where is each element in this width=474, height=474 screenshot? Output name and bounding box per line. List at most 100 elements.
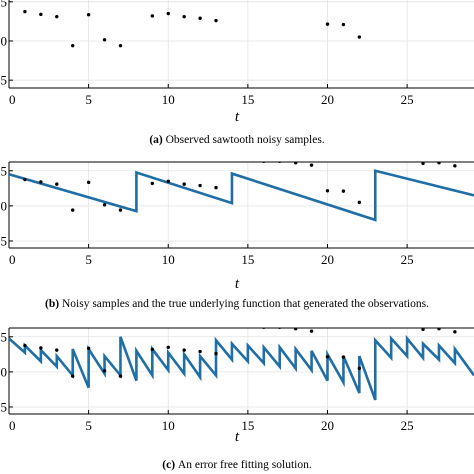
sample-point [262, 162, 266, 163]
sample-point [70, 43, 75, 48]
sample-point [293, 328, 298, 331]
sample-point [309, 163, 314, 167]
y-tick-label: 5 [1, 329, 8, 344]
sample-point [374, 321, 377, 324]
figure-caption: (a) Observed sawtooth noisy samples. [149, 134, 324, 146]
sample-point [150, 347, 155, 352]
sample-point [325, 355, 330, 359]
x-tick-label: 10 [162, 92, 175, 107]
sawtooth-line [9, 169, 474, 222]
sample-point [374, 155, 377, 158]
sample-point [389, 319, 392, 322]
sample-point [389, 153, 392, 156]
y-tick-label: 5 [1, 163, 8, 178]
x-axis-label: t [235, 429, 240, 445]
x-tick-label: 0 [9, 252, 16, 267]
sample-point [421, 162, 425, 166]
sample-point [86, 13, 91, 17]
plot-area [9, 315, 474, 401]
x-tick-label: 5 [85, 252, 92, 267]
x-tick-label: 5 [85, 92, 92, 107]
sample-point [278, 162, 282, 163]
sample-point [55, 14, 59, 19]
caption-text: Observed sawtooth noisy samples. [166, 134, 325, 146]
caption-text: Noisy samples and the true underlying fu… [62, 298, 429, 310]
sample-point [23, 9, 27, 14]
sample-point [102, 203, 107, 207]
plot-area [23, 9, 362, 48]
sample-point [150, 181, 155, 186]
sample-point [214, 185, 218, 190]
y-tick-label: 5 [1, 233, 8, 248]
x-tick-label: 25 [401, 252, 414, 267]
y-tick-label: 5 [1, 399, 8, 414]
sample-point [214, 18, 218, 23]
caption-label: (a) [149, 134, 165, 146]
sawtooth-line [9, 334, 474, 401]
y-tick-label: 0 [1, 364, 8, 379]
y-tick-label: 0 [1, 33, 8, 48]
sample-point [166, 11, 170, 16]
sample-point [278, 328, 282, 329]
x-tick-label: 20 [321, 418, 334, 433]
sample-point [437, 328, 441, 331]
y-tick-label: 0 [1, 198, 8, 213]
sample-point [118, 208, 123, 212]
x-tick-label: 10 [162, 252, 175, 267]
y-tick-label: 5 [1, 0, 8, 9]
sample-point [453, 330, 457, 334]
sample-point [166, 179, 170, 184]
sample-point [182, 182, 186, 186]
sample-point [230, 157, 233, 160]
sample-point [23, 343, 27, 348]
sample-point [341, 355, 346, 359]
x-tick-label: 5 [85, 418, 92, 433]
sample-point [246, 157, 249, 160]
sample-point [198, 16, 202, 20]
sample-point [118, 43, 123, 48]
sample-point [70, 374, 75, 378]
sample-point [246, 323, 249, 326]
caption-text: An error free fitting solution. [178, 459, 312, 471]
sample-point [309, 329, 314, 333]
x-axis-label: t [235, 276, 240, 292]
sample-point [325, 189, 330, 193]
x-tick-label: 25 [401, 418, 414, 433]
sample-point [182, 14, 186, 19]
y-tick-label: 5 [1, 73, 8, 88]
x-tick-label: 20 [321, 92, 334, 107]
sample-point [102, 369, 107, 373]
x-tick-label: 15 [241, 418, 254, 433]
sample-point [230, 323, 233, 326]
sample-point [341, 22, 346, 27]
sample-point [421, 328, 425, 332]
x-tick-label: 0 [9, 92, 16, 107]
x-tick-label: 20 [321, 252, 334, 267]
sample-point [86, 180, 91, 185]
sample-point [150, 14, 155, 18]
x-axis-label: t [235, 109, 240, 125]
x-tick-label: 15 [241, 252, 254, 267]
sample-point [357, 35, 362, 39]
figure-caption: (c) An error free fitting solution. [162, 459, 312, 471]
sample-point [23, 177, 27, 182]
sample-point [135, 153, 138, 156]
x-tick-label: 15 [241, 92, 254, 107]
x-tick-label: 25 [401, 92, 414, 107]
sample-point [39, 180, 43, 184]
sample-point [118, 374, 123, 378]
sample-point [405, 149, 408, 152]
sample-point [453, 164, 457, 168]
plot-area [9, 149, 474, 222]
sample-point [405, 315, 408, 318]
sample-point [86, 346, 91, 351]
x-tick-label: 0 [9, 418, 16, 433]
x-tick-label: 10 [162, 418, 175, 433]
sample-point [39, 346, 43, 350]
sample-point [325, 22, 330, 26]
sample-point [39, 12, 43, 17]
sample-point [341, 189, 346, 193]
